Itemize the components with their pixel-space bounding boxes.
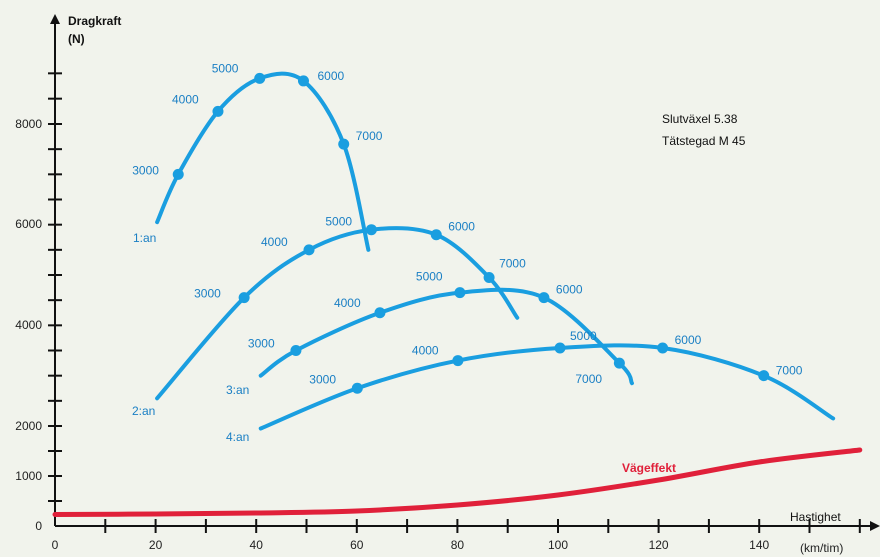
x-axis-title: Hastighet: [790, 510, 841, 524]
x-tick-label: 100: [548, 538, 568, 552]
rpm-point: [212, 105, 224, 117]
rpm-point: [454, 287, 466, 299]
y-tick-label: 2000: [15, 419, 42, 433]
series-label-gear-1: 1:an: [133, 231, 156, 245]
y-tick-label: 0: [35, 519, 42, 533]
rpm-point: [303, 244, 315, 256]
rpm-label: 5000: [212, 61, 239, 75]
rpm-label: 6000: [448, 220, 475, 234]
rpm-point: [758, 370, 770, 382]
rpm-label: 5000: [416, 270, 443, 284]
rpm-label: 6000: [675, 333, 702, 347]
series-line-gear-4: [258, 343, 836, 431]
rpm-point: [297, 75, 309, 87]
rpm-label: 3000: [309, 372, 336, 386]
rpm-point: [483, 272, 495, 284]
rpm-label: 3000: [248, 337, 275, 351]
series-label-road: Vägeffekt: [622, 461, 676, 475]
y-tick-label: 6000: [15, 217, 42, 231]
rpm-label: 5000: [570, 329, 597, 343]
series-label-gear-3: 3:an: [226, 383, 249, 397]
x-tick-label: 60: [350, 538, 364, 552]
series-label-gear-4: 4:an: [226, 430, 249, 444]
rpm-label: 5000: [325, 215, 352, 229]
series-label-gear-2: 2:an: [132, 404, 155, 418]
x-tick-label: 120: [649, 538, 669, 552]
rpm-label: 7000: [499, 257, 526, 271]
rpm-label: 6000: [556, 283, 583, 297]
rpm-label: 3000: [194, 287, 221, 301]
rpm-point: [613, 357, 625, 369]
rpm-point: [365, 224, 377, 236]
rpm-label: 3000: [132, 163, 159, 177]
annotation-gearbox: Tätstegad M 45: [662, 134, 746, 148]
rpm-point: [254, 72, 266, 84]
rpm-label: 7000: [575, 372, 602, 386]
y-tick-label: 8000: [15, 117, 42, 131]
rpm-point: [452, 355, 464, 367]
rpm-point: [430, 229, 442, 241]
rpm-point: [172, 168, 184, 180]
y-axis-title: Dragkraft: [68, 14, 121, 28]
x-axis-unit: (km/tim): [800, 541, 843, 555]
series-layer: [52, 71, 863, 517]
rpm-label: 6000: [317, 69, 344, 83]
rpm-point: [238, 292, 250, 304]
x-tick-label: 20: [149, 538, 163, 552]
rpm-point: [554, 342, 566, 354]
rpm-label: 4000: [172, 92, 199, 106]
rpm-point: [374, 307, 386, 319]
rpm-label: 7000: [776, 364, 803, 378]
rpm-point: [657, 342, 669, 354]
series-line-road: [52, 447, 863, 517]
rpm-point: [538, 292, 550, 304]
rpm-label: 7000: [356, 129, 383, 143]
label-layer: Slutväxel 5.38 Tätstegad M 45 1:an 3000 4000…: [132, 61, 803, 475]
rpm-label: 4000: [334, 296, 361, 310]
rpm-point: [290, 345, 302, 356]
y-tick-label: 4000: [15, 318, 42, 332]
x-tick-label: 0: [52, 538, 59, 552]
annotation-final-drive: Slutväxel 5.38: [662, 112, 738, 126]
rpm-point: [351, 382, 363, 394]
rpm-label: 4000: [261, 235, 288, 249]
y-axis-arrow: [50, 14, 60, 24]
x-axis-arrow: [870, 521, 880, 531]
y-axis-unit: (N): [68, 32, 85, 46]
y-tick-label: 1000: [15, 469, 42, 483]
rpm-label: 4000: [412, 344, 439, 358]
series-line-gear-2: [155, 226, 520, 401]
x-tick-label: 80: [451, 538, 465, 552]
x-tick-label: 40: [250, 538, 264, 552]
axes: 0 20 40 60 80 100 120 140 0 1000 2000 4000 6000 8000 D…: [15, 14, 880, 555]
x-tick-label: 140: [749, 538, 769, 552]
rpm-point: [338, 138, 350, 150]
